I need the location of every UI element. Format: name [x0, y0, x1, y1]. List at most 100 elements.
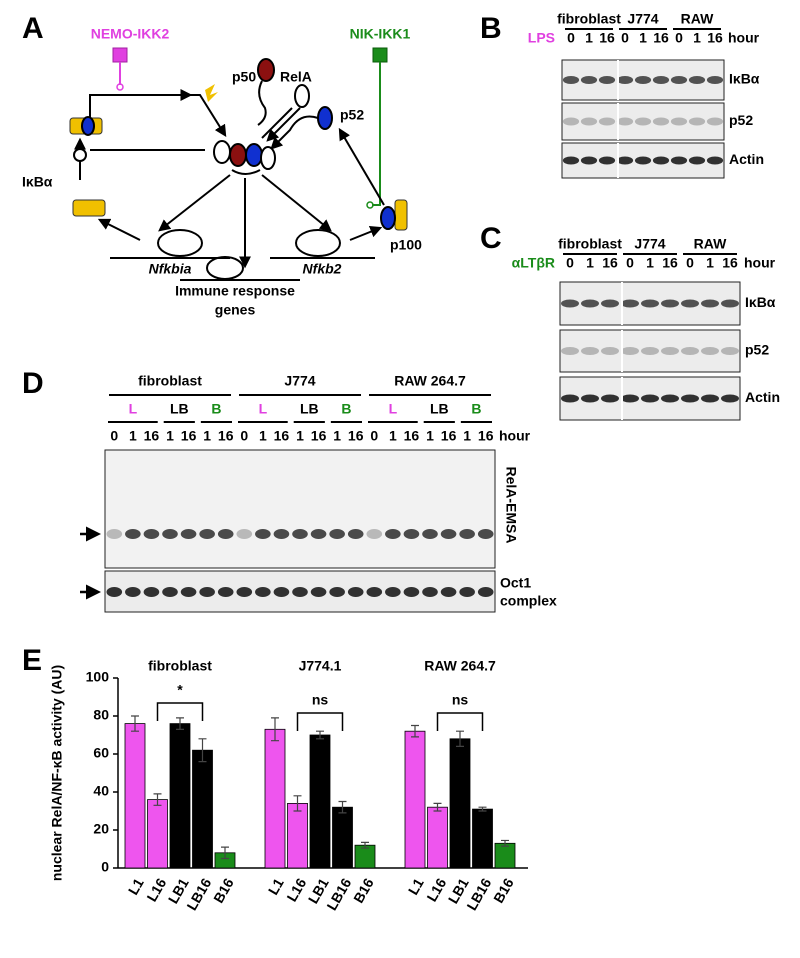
band: [670, 76, 688, 84]
treatment-label: LPS: [528, 30, 555, 46]
band: [217, 529, 234, 539]
error-bar: [478, 806, 487, 812]
group-title: RAW 264.7: [424, 658, 496, 674]
significance-bracket: [436, 712, 484, 731]
bar: [192, 749, 213, 869]
band: [701, 394, 719, 403]
gene-label: genes: [215, 302, 256, 318]
time-label: 16: [602, 255, 618, 271]
band: [561, 299, 579, 308]
band: [601, 347, 619, 355]
error-bar: [271, 717, 279, 742]
time-label: 1: [129, 428, 137, 444]
band: [616, 117, 634, 126]
band: [688, 156, 706, 165]
panel-label: B: [480, 12, 502, 45]
treatment-label: LB: [300, 401, 319, 417]
band: [125, 529, 141, 539]
band: [180, 587, 197, 597]
x-tick-label: L1: [405, 875, 427, 897]
x-tick-label: L1: [125, 875, 147, 897]
significance-label: ns: [312, 692, 329, 708]
time-label: 1: [586, 255, 594, 271]
time-label: 16: [181, 428, 197, 444]
cell-line-label: fibroblast: [557, 11, 621, 27]
treatment-label: B: [341, 401, 351, 417]
bar: [287, 803, 308, 869]
unit-label: hour: [499, 428, 531, 444]
band: [199, 587, 215, 597]
band: [634, 76, 652, 84]
band: [652, 76, 670, 84]
band: [459, 529, 475, 539]
band: [598, 117, 616, 126]
band: [621, 347, 639, 355]
time-label: 16: [348, 428, 364, 444]
time-label: 1: [706, 255, 714, 271]
x-tick-label: L1: [265, 875, 287, 897]
band: [621, 299, 639, 308]
gel-label: Oct1: [500, 575, 531, 591]
bar: [427, 806, 448, 869]
band: [366, 529, 383, 539]
bar: [494, 842, 516, 869]
band: [273, 587, 290, 597]
error-bar: [153, 793, 162, 806]
band: [706, 76, 724, 84]
y-tick-label: 0: [101, 859, 109, 875]
band: [601, 394, 619, 403]
time-label: 0: [566, 255, 574, 271]
error-bar: [456, 730, 464, 747]
cell-line-label: fibroblast: [558, 236, 622, 252]
x-tick-label: B16: [350, 875, 377, 905]
cell-line-label: J774: [284, 373, 315, 389]
group-title: fibroblast: [148, 658, 212, 674]
panel-label: D: [22, 367, 44, 400]
protein-label: p52: [729, 112, 753, 128]
y-tick-label: 100: [86, 669, 110, 685]
band: [641, 299, 659, 308]
band: [561, 347, 579, 355]
pathway-diagram: [69, 47, 408, 281]
band: [641, 394, 659, 403]
bar: [147, 799, 168, 869]
band: [180, 529, 197, 539]
unit-label: hour: [728, 30, 760, 46]
band: [621, 394, 639, 403]
band: [329, 587, 345, 597]
band: [616, 156, 634, 165]
cell-line-label: J774: [627, 11, 658, 27]
treatment-label: LB: [430, 401, 449, 417]
band: [688, 117, 706, 126]
band: [106, 529, 123, 539]
band: [701, 299, 719, 308]
band: [162, 587, 178, 597]
blot: [561, 102, 725, 141]
time-label: 1: [639, 30, 647, 46]
band: [701, 347, 719, 355]
band: [634, 156, 652, 165]
time-label: 0: [240, 428, 248, 444]
band: [459, 587, 475, 597]
band: [310, 587, 327, 597]
gel-label: RelA-EMSA: [503, 466, 519, 543]
y-tick-label: 40: [93, 783, 109, 799]
time-label: 1: [296, 428, 304, 444]
time-label: 16: [218, 428, 234, 444]
cell-line-label: RAW: [681, 11, 714, 27]
protein-label: Actin: [729, 151, 764, 167]
error-bar: [131, 715, 139, 732]
band: [477, 587, 494, 597]
bar: [472, 808, 493, 869]
x-tick-label: L16: [143, 875, 169, 904]
band: [721, 299, 739, 308]
band: [440, 587, 457, 597]
protein-label: IκBα: [745, 294, 776, 310]
band: [422, 587, 438, 597]
band: [581, 394, 599, 403]
band: [562, 156, 580, 165]
band: [255, 529, 271, 539]
panel-label: C: [480, 222, 502, 255]
band: [681, 347, 699, 355]
protein-label: Actin: [745, 389, 780, 405]
